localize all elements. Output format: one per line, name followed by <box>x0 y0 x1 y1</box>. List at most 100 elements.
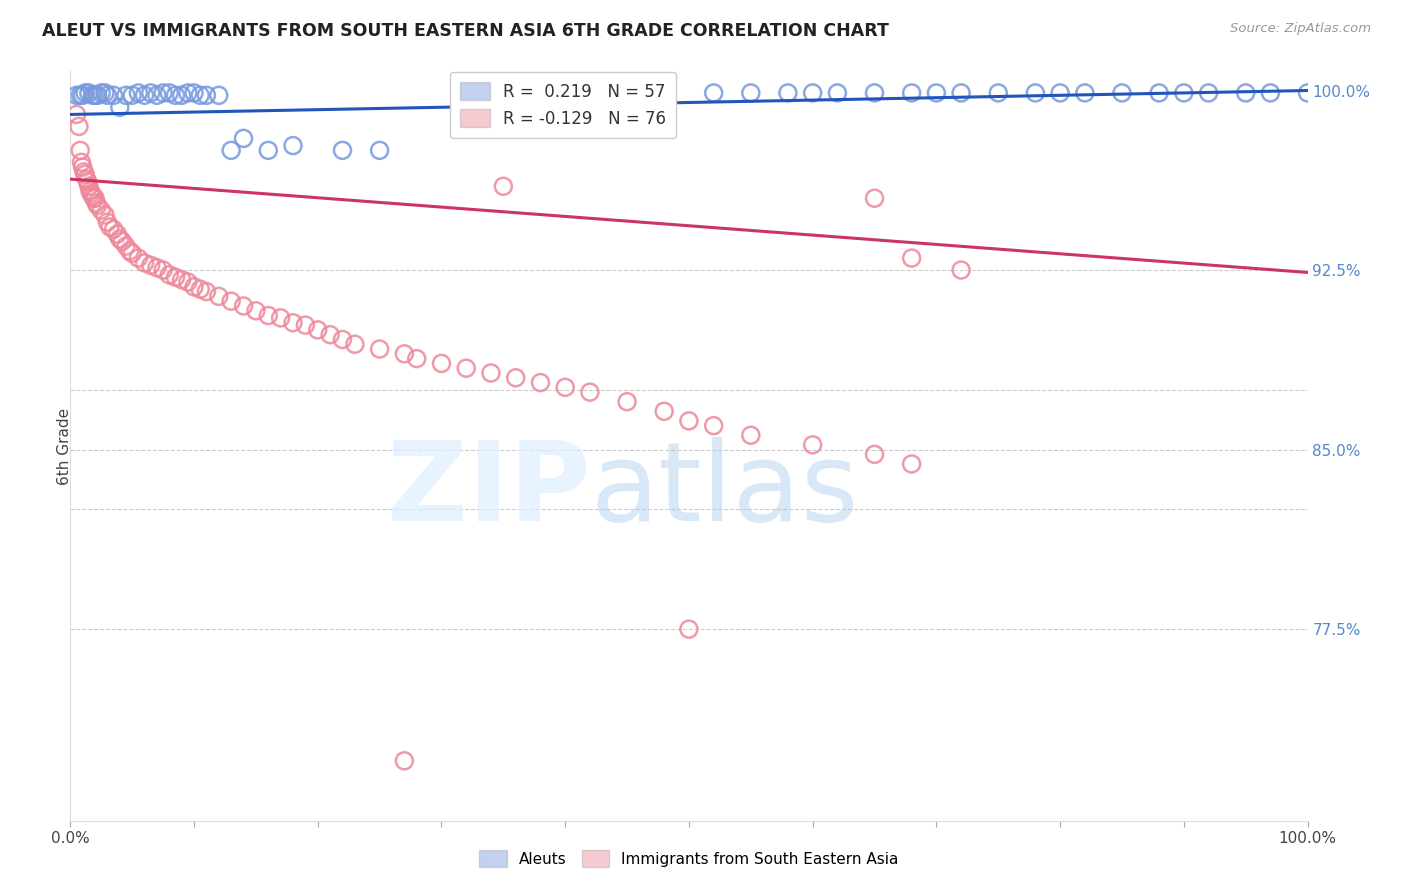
Point <box>827 86 849 100</box>
Point <box>307 323 329 337</box>
Point <box>1074 86 1097 100</box>
Legend: Aleuts, Immigrants from South Eastern Asia: Aleuts, Immigrants from South Eastern As… <box>472 844 905 873</box>
Point <box>177 275 200 289</box>
Point <box>98 219 121 234</box>
Point <box>1049 86 1071 100</box>
Point <box>232 299 254 313</box>
Point <box>456 361 478 376</box>
Point <box>84 191 107 205</box>
Point <box>281 138 304 153</box>
Point <box>219 294 242 309</box>
Point <box>616 394 638 409</box>
Point <box>505 371 527 385</box>
Point <box>281 316 304 330</box>
Point <box>75 172 97 186</box>
Point <box>950 263 973 277</box>
Point <box>219 144 242 158</box>
Point <box>86 198 108 212</box>
Point <box>1111 86 1133 100</box>
Point <box>115 88 138 103</box>
Point <box>90 86 112 100</box>
Point <box>67 120 90 134</box>
Point <box>72 160 94 174</box>
Point <box>195 285 218 299</box>
Point <box>134 256 156 270</box>
Point <box>121 246 143 260</box>
Point <box>195 88 218 103</box>
Point <box>170 272 193 286</box>
Point <box>134 88 156 103</box>
Point <box>188 282 211 296</box>
Point <box>183 280 205 294</box>
Point <box>70 155 93 169</box>
Point <box>368 144 391 158</box>
Point <box>394 347 416 361</box>
Text: atlas: atlas <box>591 437 859 544</box>
Point <box>405 351 427 366</box>
Point <box>77 86 100 100</box>
Point <box>127 251 149 265</box>
Point <box>96 88 118 103</box>
Point <box>165 88 187 103</box>
Point <box>139 86 162 100</box>
Point <box>579 385 602 400</box>
Point <box>121 88 143 103</box>
Point <box>76 174 98 188</box>
Point <box>108 100 131 114</box>
Point <box>863 86 886 100</box>
Point <box>343 337 366 351</box>
Point <box>90 203 112 218</box>
Point <box>152 86 174 100</box>
Point <box>108 232 131 246</box>
Point <box>740 86 762 100</box>
Point <box>652 86 675 100</box>
Point <box>94 208 117 222</box>
Point <box>950 86 973 100</box>
Point <box>863 447 886 461</box>
Point <box>115 239 138 253</box>
Point <box>73 165 96 179</box>
Point <box>492 179 515 194</box>
Point <box>75 167 97 181</box>
Point <box>579 86 602 100</box>
Point <box>987 86 1010 100</box>
Point <box>332 333 354 347</box>
Point <box>65 107 87 121</box>
Point <box>157 86 180 100</box>
Point <box>900 251 922 265</box>
Point <box>79 184 101 198</box>
Point <box>69 88 91 103</box>
Point <box>1260 86 1282 100</box>
Point <box>127 86 149 100</box>
Point <box>703 418 725 433</box>
Point <box>394 754 416 768</box>
Point <box>900 86 922 100</box>
Point <box>177 86 200 100</box>
Point <box>479 366 502 380</box>
Point <box>82 88 104 103</box>
Point <box>554 380 576 394</box>
Point <box>529 376 551 390</box>
Point <box>94 86 117 100</box>
Point <box>801 86 824 100</box>
Point <box>801 438 824 452</box>
Point <box>368 342 391 356</box>
Point <box>139 258 162 272</box>
Point <box>1198 86 1220 100</box>
Point <box>103 88 125 103</box>
Point <box>703 86 725 100</box>
Point <box>1234 86 1257 100</box>
Point <box>652 404 675 418</box>
Point <box>1024 86 1046 100</box>
Point <box>165 270 187 285</box>
Point <box>332 144 354 158</box>
Point <box>80 186 103 201</box>
Text: ZIP: ZIP <box>387 437 591 544</box>
Point <box>183 86 205 100</box>
Point <box>77 179 100 194</box>
Point <box>678 414 700 428</box>
Point <box>245 303 267 318</box>
Point <box>678 622 700 636</box>
Point <box>83 191 105 205</box>
Point <box>208 289 231 303</box>
